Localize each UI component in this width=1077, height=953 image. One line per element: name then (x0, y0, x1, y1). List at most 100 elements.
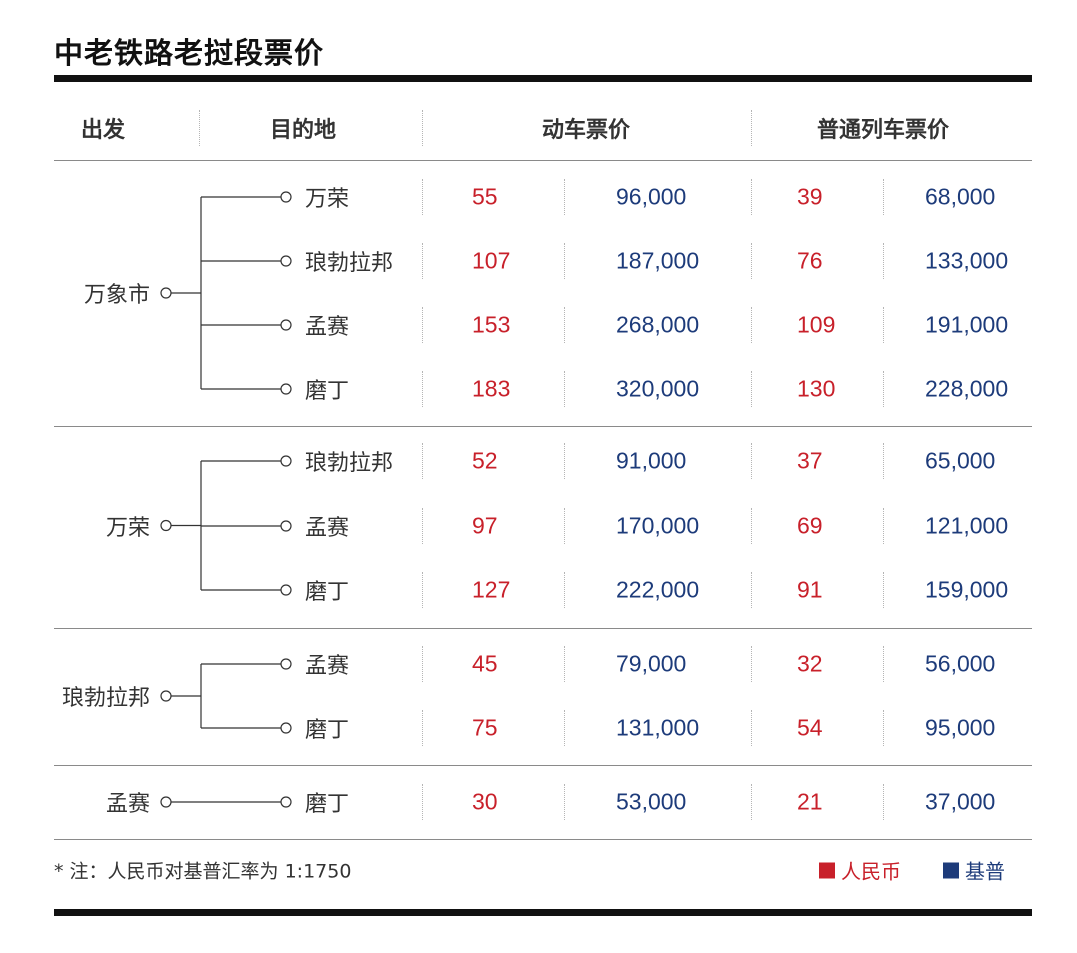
column-divider (751, 508, 752, 544)
column-divider (751, 443, 752, 479)
column-divider (883, 443, 884, 479)
column-divider (422, 710, 423, 746)
header-regular-price: 普通列车票价 (816, 118, 950, 143)
destination-node-icon (280, 455, 292, 467)
destination-node-icon (280, 796, 292, 808)
regular-price-kip: 191,000 (925, 311, 1009, 338)
destination-label: 孟赛 (305, 315, 350, 340)
column-divider (564, 572, 565, 608)
column-divider (564, 710, 565, 746)
column-divider (883, 243, 884, 279)
column-divider (751, 710, 752, 746)
destination-label: 磨丁 (305, 379, 350, 404)
emu-price-rmb: 97 (472, 512, 498, 539)
destination-node-icon (280, 191, 292, 203)
emu-price-rmb: 45 (472, 650, 498, 677)
origin-node-icon (160, 287, 172, 299)
legend-kip-label: 基普 (965, 859, 1005, 884)
regular-price-rmb: 54 (797, 714, 823, 741)
origin-label: 孟赛 (105, 792, 150, 817)
emu-price-kip: 187,000 (616, 247, 700, 274)
origin-label: 琅勃拉邦 (61, 686, 150, 711)
destination-label: 磨丁 (305, 580, 350, 605)
header-destination: 目的地 (269, 118, 337, 143)
destination-label: 孟赛 (305, 654, 350, 679)
group-rule (54, 765, 1032, 766)
exchange-rate-note: * 注：人民币对基普汇率为 1:1750 (54, 860, 352, 883)
emu-price-kip: 170,000 (616, 512, 700, 539)
destination-node-icon (280, 319, 292, 331)
column-divider (564, 307, 565, 343)
column-divider (422, 443, 423, 479)
regular-price-kip: 95,000 (925, 714, 996, 741)
top-rule (54, 75, 1032, 82)
regular-price-rmb: 76 (797, 247, 823, 274)
column-divider (883, 710, 884, 746)
header-divider (199, 110, 200, 146)
column-divider (751, 243, 752, 279)
column-divider (564, 179, 565, 215)
group-rule (54, 628, 1032, 629)
group-rule (54, 839, 1032, 840)
emu-price-kip: 79,000 (616, 650, 687, 677)
column-divider (422, 371, 423, 407)
origin-node-icon (160, 796, 172, 808)
regular-price-kip: 37,000 (925, 788, 996, 815)
emu-price-kip: 222,000 (616, 576, 700, 603)
column-divider (564, 508, 565, 544)
regular-price-rmb: 91 (797, 576, 823, 603)
column-divider (751, 646, 752, 682)
column-divider (564, 371, 565, 407)
emu-price-rmb: 127 (472, 576, 511, 603)
column-divider (751, 307, 752, 343)
emu-price-rmb: 153 (472, 311, 511, 338)
emu-price-rmb: 75 (472, 714, 498, 741)
regular-price-rmb: 109 (797, 311, 836, 338)
column-divider (883, 307, 884, 343)
destination-label: 磨丁 (305, 718, 350, 743)
origin-node-icon (160, 519, 172, 532)
regular-price-rmb: 32 (797, 650, 823, 677)
emu-price-rmb: 107 (472, 247, 511, 274)
destination-label: 万荣 (305, 187, 350, 212)
column-divider (422, 646, 423, 682)
regular-price-kip: 68,000 (925, 183, 996, 210)
column-divider (422, 508, 423, 544)
regular-price-kip: 133,000 (925, 247, 1009, 274)
regular-price-kip: 65,000 (925, 447, 996, 474)
destination-node-icon (280, 584, 292, 596)
column-divider (422, 179, 423, 215)
regular-price-kip: 56,000 (925, 650, 996, 677)
column-divider (883, 646, 884, 682)
emu-price-kip: 96,000 (616, 183, 687, 210)
column-divider (883, 179, 884, 215)
column-divider (883, 371, 884, 407)
column-divider (422, 243, 423, 279)
column-divider (564, 784, 565, 820)
emu-price-rmb: 183 (472, 375, 511, 402)
origin-label: 万象市 (83, 283, 150, 308)
regular-price-kip: 121,000 (925, 512, 1009, 539)
header-divider (422, 110, 423, 146)
destination-node-icon (280, 722, 292, 734)
emu-price-kip: 320,000 (616, 375, 700, 402)
legend-kip: 基普 (943, 856, 1005, 885)
regular-price-rmb: 37 (797, 447, 823, 474)
emu-price-kip: 268,000 (616, 311, 700, 338)
emu-price-rmb: 52 (472, 447, 498, 474)
destination-label: 琅勃拉邦 (305, 251, 394, 276)
rmb-swatch (819, 862, 835, 878)
header-rule (54, 160, 1032, 161)
emu-price-kip: 53,000 (616, 788, 687, 815)
column-divider (883, 784, 884, 820)
destination-node-icon (280, 520, 292, 532)
regular-price-rmb: 39 (797, 183, 823, 210)
origin-label: 万荣 (105, 515, 150, 541)
column-divider (883, 508, 884, 544)
header-emu-price: 动车票价 (541, 118, 631, 143)
kip-swatch (943, 862, 959, 878)
column-divider (751, 371, 752, 407)
column-divider (564, 243, 565, 279)
destination-label: 孟赛 (305, 516, 350, 541)
